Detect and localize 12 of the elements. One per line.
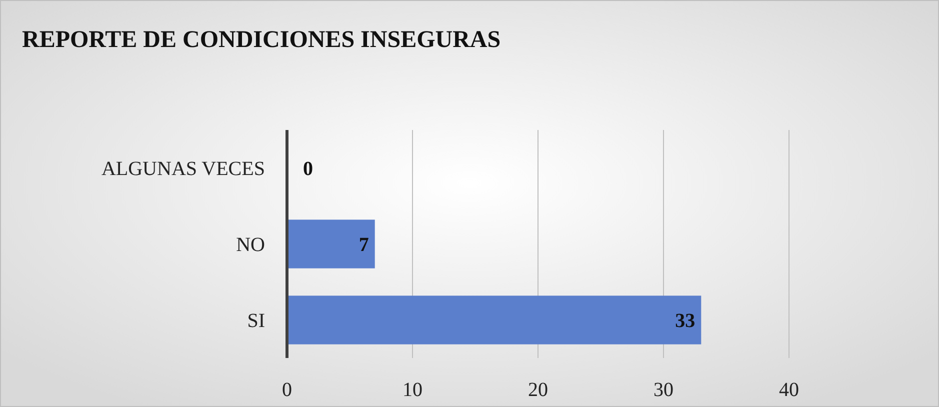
y-tick-label: ALGUNAS VECES: [101, 158, 265, 180]
x-tick-label: 40: [779, 379, 799, 401]
x-tick-label: 20: [528, 379, 548, 401]
x-tick-label: 30: [654, 379, 674, 401]
x-tick-label: 0: [282, 379, 292, 401]
chart-title: REPORTE DE CONDICIONES INSEGURAS: [22, 27, 501, 53]
y-tick-label: SI: [247, 310, 265, 332]
data-label: 0: [303, 158, 313, 180]
y-tick-label: NO: [236, 234, 265, 256]
data-label: 33: [675, 310, 696, 332]
x-tick-label: 10: [402, 379, 422, 401]
data-label: 7: [358, 234, 369, 256]
